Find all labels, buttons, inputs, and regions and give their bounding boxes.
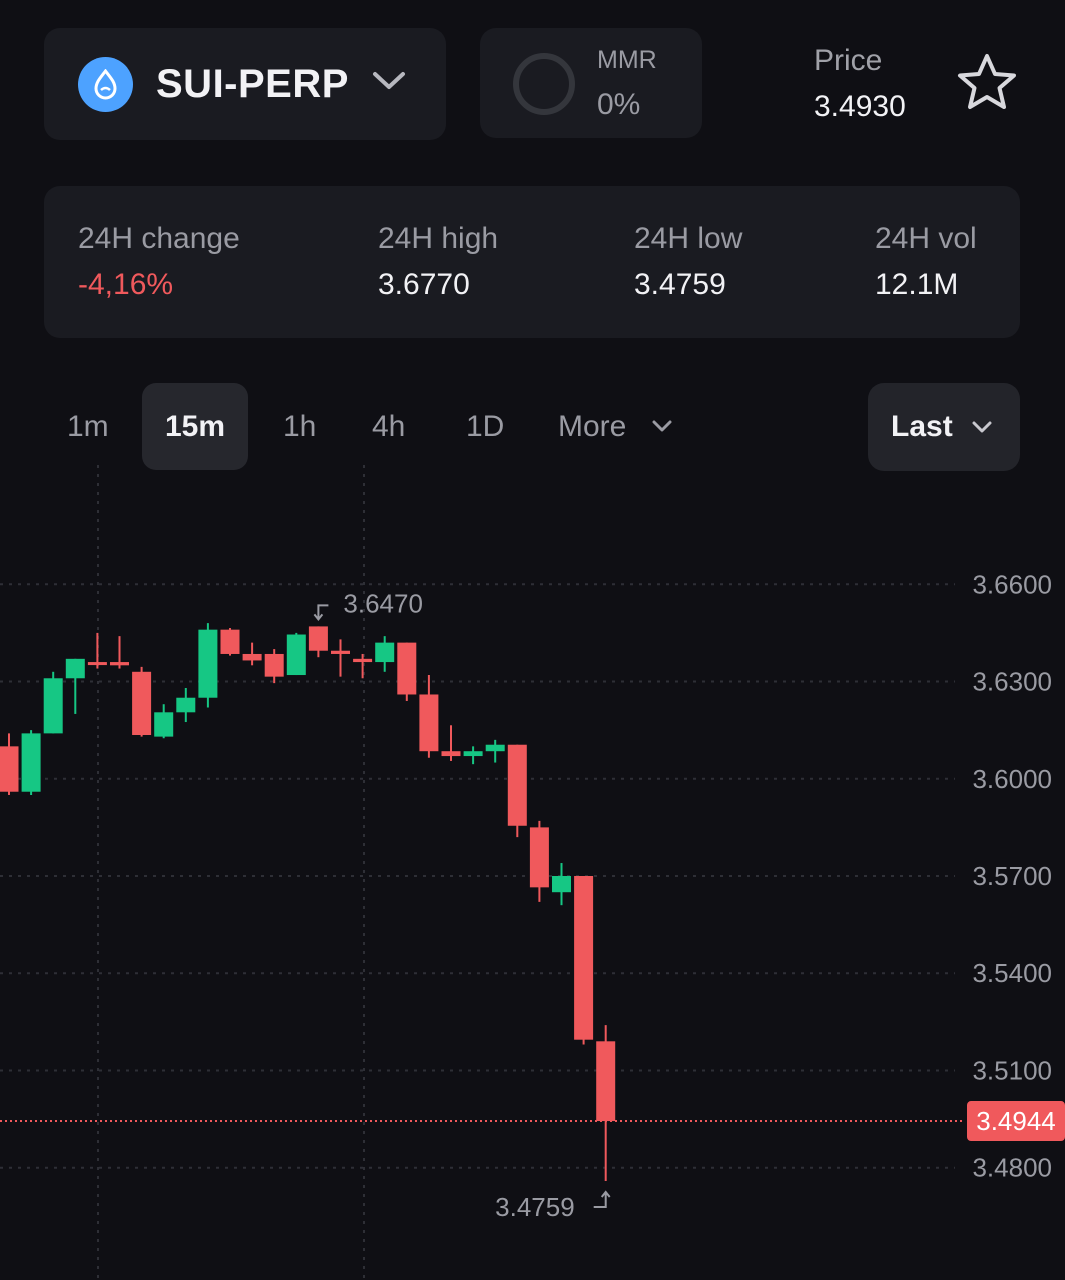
price-type-dropdown[interactable]: Last [868,383,1020,471]
candlestick-chart[interactable]: 3.6600 3.6300 3.6000 3.5700 3.5400 3.5100 3.48… [0,465,1065,1280]
y-tick-label: 3.6600 [972,569,1052,599]
candle-body[interactable] [596,1041,616,1122]
candle-body[interactable] [463,751,483,757]
candle-body[interactable] [353,658,373,663]
star-outline-icon[interactable] [955,52,1019,114]
tab-1m[interactable]: 1m [67,410,109,443]
candle-body[interactable] [43,678,63,734]
high-marker-arrow-icon [313,604,329,622]
vol-label: 24H vol [875,222,977,255]
high-value: 3.6770 [378,268,470,301]
vol-value: 12.1M [875,268,959,301]
candle-body[interactable] [21,733,41,792]
candle-body[interactable] [242,653,262,661]
price-label: Price [814,44,883,77]
sui-droplet-icon [78,57,133,112]
tab-15m[interactable]: 15m [165,410,226,443]
candle-body[interactable] [574,876,594,1040]
mmr-ring-icon [513,53,575,115]
chevron-down-icon [972,421,992,433]
price-value: 3.4930 [814,90,906,123]
candle-body[interactable] [507,744,527,826]
candle-body[interactable] [485,744,505,752]
low-label: 24H low [634,222,743,255]
market-selector[interactable]: SUI-PERP [44,28,446,140]
change-value: -4,16% [78,268,174,301]
tab-4h[interactable]: 4h [372,410,406,443]
y-tick-label: 3.5400 [972,958,1052,988]
candle-body[interactable] [264,653,284,677]
chevron-down-icon [652,420,672,432]
tab-1d[interactable]: 1D [466,410,505,443]
high-label: 24H high [378,222,499,255]
candle-body[interactable] [176,697,196,713]
candle-body[interactable] [375,642,395,663]
tab-more[interactable]: More [558,410,627,443]
candle-body[interactable] [87,662,107,666]
market-stats: 24H change -4,16% 24H high 3.6770 24H lo… [44,186,1020,338]
candle-body[interactable] [220,629,240,654]
low-value: 3.4759 [634,268,726,301]
tab-15m-highlight [142,383,248,470]
candle-body[interactable] [529,827,549,888]
change-label: 24H change [78,222,240,255]
candle-body[interactable] [308,626,328,651]
tab-1h[interactable]: 1h [283,410,317,443]
y-tick-label: 3.4800 [972,1153,1052,1183]
candle-body[interactable] [154,712,174,737]
candle-body[interactable] [397,642,417,695]
mmr-value: 0% [597,88,641,121]
y-tick-label: 3.6300 [972,667,1052,697]
low-annotation-label: 3.4759 [495,1192,575,1222]
candle-body[interactable] [419,694,439,752]
price-type-label: Last [891,410,953,443]
last-price-tag [967,1101,1065,1142]
candle-body[interactable] [65,658,85,679]
y-tick-label: 3.5700 [972,861,1052,891]
candle-body[interactable] [552,876,571,893]
mmr-label: MMR [597,46,657,74]
candle-body[interactable] [286,634,306,676]
y-tick-label: 3.5100 [972,1055,1052,1085]
chevron-down-icon [373,72,405,89]
candle-body[interactable] [441,751,461,757]
market-symbol: SUI-PERP [156,62,349,106]
low-marker-arrow-icon [593,1190,611,1209]
candle-body[interactable] [331,650,350,654]
high-annotation-label: 3.6470 [343,588,423,618]
candle-body[interactable] [198,629,218,698]
last-price-tag-label: 3.4944 [976,1106,1056,1136]
candle-body[interactable] [132,671,152,735]
candle-body[interactable] [0,746,19,792]
y-tick-label: 3.6000 [972,764,1052,794]
candle-body[interactable] [110,662,129,666]
mmr-card: MMR 0% [480,28,702,138]
